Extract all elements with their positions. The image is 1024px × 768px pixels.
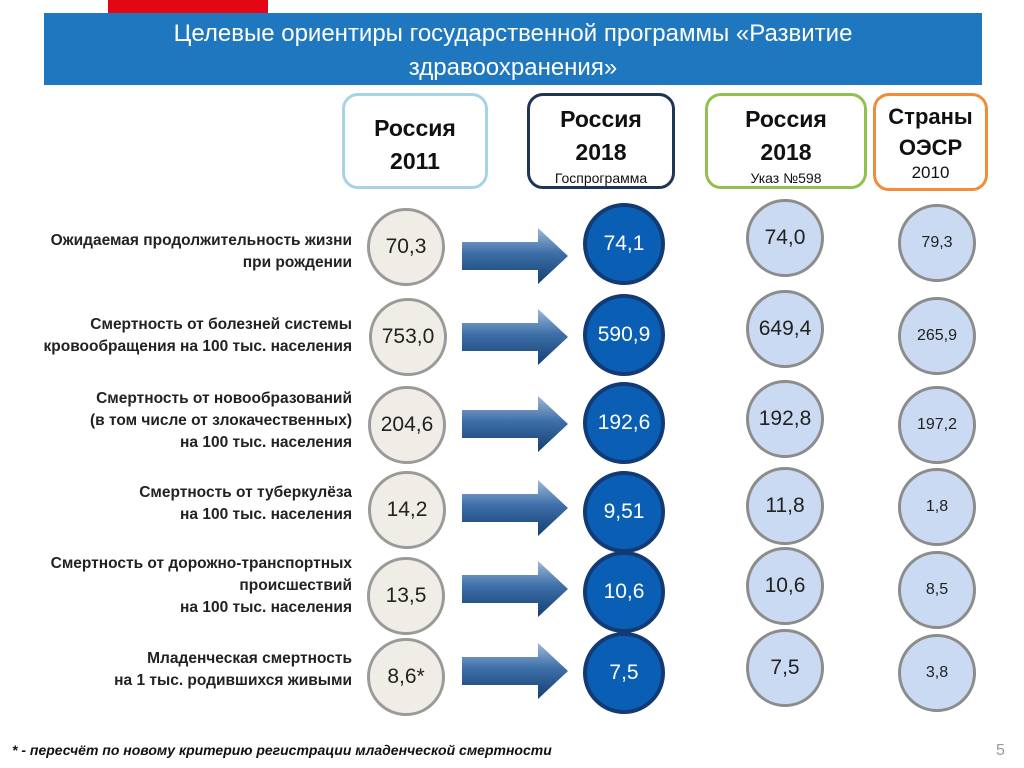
red-accent-strip — [108, 0, 268, 13]
row-label-life-expectancy: Ожидаемая продолжительность жизни при ро… — [51, 230, 352, 274]
row-label-line: на 100 тыс. населения — [180, 434, 352, 451]
value-russia-2018-program: 7,5 — [583, 632, 665, 714]
row-label-traffic-accident-mortality: Смертность от дорожно-транспортных проис… — [51, 553, 352, 619]
column-header-russia-2018-decree: Россия 2018 Указ №598 — [705, 93, 867, 189]
column-header-line-1: Россия — [374, 115, 456, 141]
page-number: 5 — [996, 742, 1005, 759]
arrow-right-icon — [462, 228, 568, 284]
value-russia-2018-program: 74,1 — [583, 203, 665, 285]
value-oecd-2010: 79,3 — [898, 204, 976, 282]
column-header-line-1: Россия — [560, 106, 642, 132]
row-label-line: Смертность от болезней системы — [90, 316, 352, 333]
value-russia-2011: 14,2 — [368, 471, 446, 549]
value-russia-2011: 13,5 — [367, 557, 445, 635]
row-label-line: при рождении — [242, 254, 352, 271]
value-russia-2018-decree: 7,5 — [746, 629, 824, 707]
row-label-circulatory-mortality: Смертность от болезней системы кровообра… — [44, 314, 353, 358]
value-russia-2018-decree: 10,6 — [746, 547, 824, 625]
column-header-oecd-2010: Страны ОЭСР 2010 — [873, 93, 988, 191]
value-oecd-2010: 265,9 — [898, 297, 976, 375]
arrow-right-icon — [462, 396, 568, 452]
value-russia-2018-program: 590,9 — [583, 294, 665, 376]
row-label-line: Смертность от туберкулёза — [139, 484, 352, 501]
row-label-line: (в том числе от злокачественных) — [89, 412, 352, 429]
value-russia-2011: 204,6 — [368, 386, 446, 464]
row-label-line: на 1 тыс. родившихся живыми — [114, 672, 352, 689]
value-oecd-2010: 197,2 — [898, 386, 976, 464]
column-header-line-1: Страны — [888, 104, 973, 129]
value-russia-2018-program: 10,6 — [583, 551, 665, 633]
arrow-right-icon — [462, 643, 568, 699]
column-header-subtitle: 2010 — [911, 163, 950, 182]
title-banner: Целевые ориентиры государственной програ… — [44, 13, 982, 85]
row-label-line: Младенческая смертность — [147, 650, 352, 667]
arrow-right-icon — [462, 309, 568, 365]
column-header-subtitle: Указ №598 — [750, 170, 822, 186]
column-header-line-2: 2018 — [760, 139, 812, 165]
title-line-1: Целевые ориентиры государственной програ… — [173, 20, 853, 47]
value-russia-2018-decree: 649,4 — [746, 290, 824, 368]
row-label-line: на 100 тыс. населения — [180, 506, 352, 523]
column-header-line-2: 2018 — [575, 139, 627, 165]
value-russia-2018-program: 192,6 — [583, 382, 665, 464]
arrow-right-icon — [462, 561, 568, 617]
column-header-subtitle: Госпрограмма — [554, 170, 648, 186]
value-russia-2011: 753,0 — [369, 298, 447, 376]
row-label-neoplasm-mortality: Смертность от новообразований (в том чис… — [90, 388, 352, 454]
value-oecd-2010: 3,8 — [898, 634, 976, 712]
value-russia-2018-decree: 74,0 — [746, 199, 824, 277]
row-label-line: Ожидаемая продолжительность жизни — [50, 232, 352, 249]
row-label-line: Смертность от новообразований — [96, 390, 352, 407]
row-label-line: на 100 тыс. населения — [180, 599, 352, 616]
value-russia-2018-decree: 192,8 — [746, 380, 824, 458]
column-header-russia-2011: Россия 2011 — [342, 93, 488, 189]
row-label-tuberculosis-mortality: Смертность от туберкулёза на 100 тыс. на… — [139, 482, 352, 526]
arrow-right-icon — [462, 480, 568, 536]
value-russia-2018-decree: 11,8 — [746, 467, 824, 545]
value-oecd-2010: 1,8 — [898, 468, 976, 546]
column-header-line-1: Россия — [745, 106, 827, 132]
row-label-line: происшествий — [239, 577, 352, 594]
footnote: * - пересчёт по новому критерию регистра… — [12, 742, 552, 758]
value-oecd-2010: 8,5 — [898, 551, 976, 629]
column-header-line-2: ОЭСР — [898, 135, 963, 160]
row-label-infant-mortality: Младенческая смертность на 1 тыс. родивш… — [114, 648, 352, 692]
value-russia-2011: 70,3 — [367, 208, 445, 286]
column-header-russia-2018-program: Россия 2018 Госпрограмма — [527, 93, 675, 189]
title-line-2: здравоохранения» — [408, 54, 618, 81]
row-label-line: Смертность от дорожно-транспортных — [50, 555, 352, 572]
column-header-line-2: 2011 — [390, 148, 440, 174]
value-russia-2011: 8,6* — [367, 638, 445, 716]
row-label-line: кровообращения на 100 тыс. населения — [43, 338, 353, 355]
value-russia-2018-program: 9,51 — [583, 471, 665, 553]
